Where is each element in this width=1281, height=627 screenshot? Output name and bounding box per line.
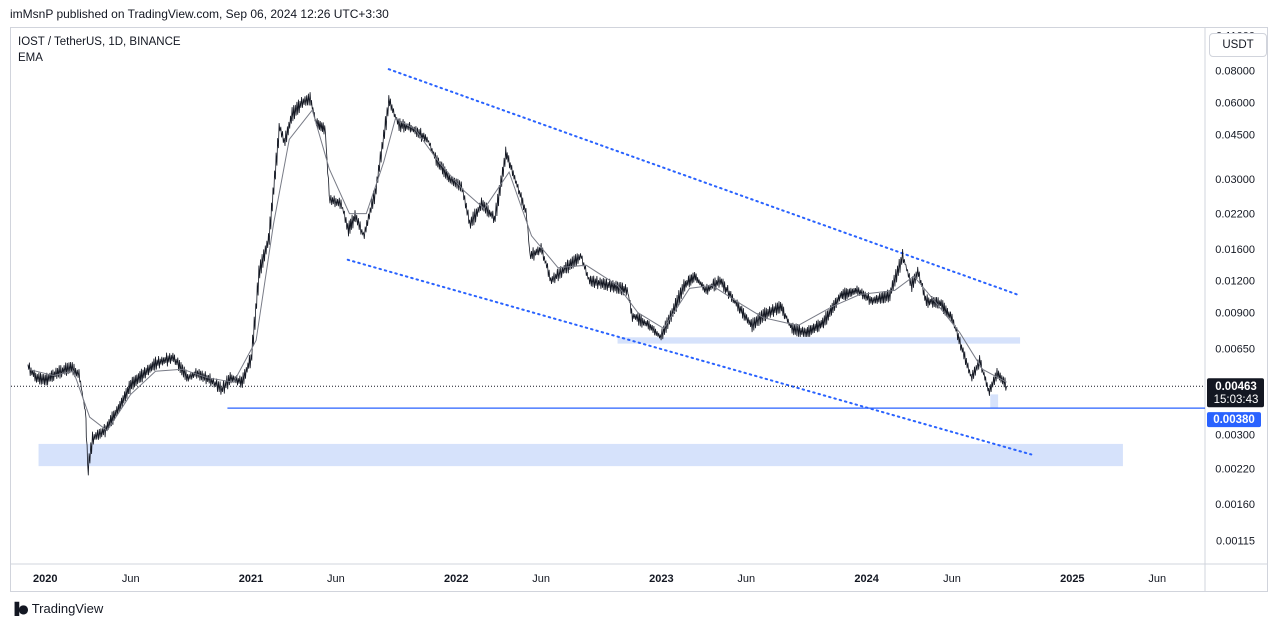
x-tick-label: Jun — [1148, 573, 1166, 585]
y-tick-label: 0.03000 — [1215, 174, 1255, 186]
y-tick-label: 0.01600 — [1215, 244, 1255, 256]
trendline — [387, 68, 1022, 297]
y-tick-label: 0.02200 — [1215, 209, 1255, 221]
brand-label: TradingView — [31, 601, 104, 616]
y-tick-label: 0.00160 — [1215, 499, 1255, 511]
x-tick-label: Jun — [943, 573, 961, 585]
y-tick-label: 0.00650 — [1215, 344, 1255, 356]
price-series — [27, 92, 1007, 476]
y-tick-label: 0.01200 — [1215, 276, 1255, 288]
chart-legend: IOST / TetherUS, 1D, BINANCE EMA — [18, 34, 181, 66]
zone-rect — [38, 443, 1123, 467]
support-price-label: 0.00380 — [1213, 414, 1255, 426]
tradingview-logo-icon: ▐● — [10, 601, 29, 616]
y-tick-label: 0.00900 — [1215, 308, 1255, 320]
y-tick-label: 0.00300 — [1215, 429, 1255, 441]
x-tick-label: Jun — [327, 573, 345, 585]
x-tick-label: 2023 — [649, 573, 673, 585]
publish-line: imMsnP published on TradingView.com, Sep… — [10, 7, 389, 21]
countdown-label: 15:03:43 — [1214, 394, 1259, 406]
x-tick-label: 2025 — [1060, 573, 1084, 585]
last-price-label: 0.00463 — [1215, 381, 1257, 393]
x-tick-label: 2024 — [854, 573, 879, 585]
x-tick-label: Jun — [737, 573, 755, 585]
symbol-line: IOST / TetherUS, 1D, BINANCE — [18, 36, 181, 48]
currency-button[interactable]: USDT — [1209, 33, 1267, 57]
indicator-label[interactable]: EMA — [18, 52, 43, 64]
x-tick-label: 2020 — [33, 573, 57, 585]
ema-line — [27, 109, 1007, 432]
y-tick-label: 0.00115 — [1216, 535, 1255, 547]
y-tick-label: 0.06000 — [1215, 97, 1255, 109]
zone-rect — [617, 337, 1021, 344]
chart-frame — [10, 27, 1268, 592]
y-tick-label: 0.04500 — [1215, 129, 1255, 141]
x-tick-label: 2021 — [239, 573, 263, 585]
support-price-tag — [1207, 412, 1261, 428]
y-tick-label: 0.00220 — [1215, 464, 1255, 476]
y-tick-label: 0.08000 — [1215, 66, 1255, 78]
tradingview-logo[interactable]: ▐● TradingView — [10, 601, 103, 616]
last-price-tag — [1207, 378, 1264, 408]
zone-rect — [990, 394, 999, 409]
x-tick-label: Jun — [532, 573, 550, 585]
x-tick-label: Jun — [122, 573, 140, 585]
x-tick-label: 2022 — [444, 573, 468, 585]
